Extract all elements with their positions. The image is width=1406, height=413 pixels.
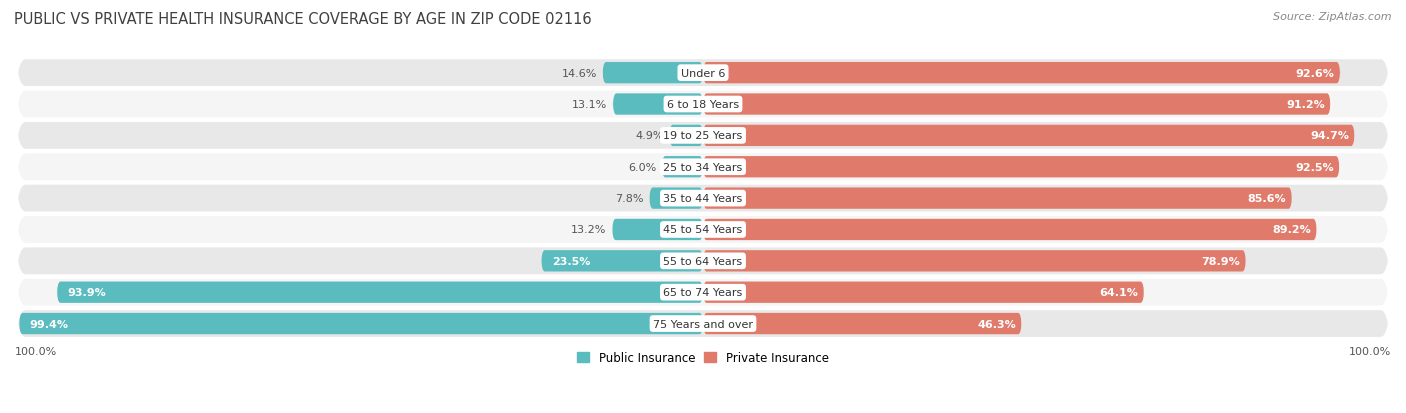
FancyBboxPatch shape bbox=[650, 188, 703, 209]
Text: PUBLIC VS PRIVATE HEALTH INSURANCE COVERAGE BY AGE IN ZIP CODE 02116: PUBLIC VS PRIVATE HEALTH INSURANCE COVER… bbox=[14, 12, 592, 27]
FancyBboxPatch shape bbox=[612, 219, 703, 240]
Text: 55 to 64 Years: 55 to 64 Years bbox=[664, 256, 742, 266]
FancyBboxPatch shape bbox=[15, 291, 1391, 356]
FancyBboxPatch shape bbox=[703, 251, 1246, 272]
FancyBboxPatch shape bbox=[703, 63, 1340, 84]
Text: Under 6: Under 6 bbox=[681, 69, 725, 78]
FancyBboxPatch shape bbox=[15, 41, 1391, 106]
FancyBboxPatch shape bbox=[703, 313, 1022, 335]
FancyBboxPatch shape bbox=[58, 282, 703, 303]
Text: 75 Years and over: 75 Years and over bbox=[652, 319, 754, 329]
FancyBboxPatch shape bbox=[703, 126, 1354, 147]
Text: Source: ZipAtlas.com: Source: ZipAtlas.com bbox=[1274, 12, 1392, 22]
Text: 7.8%: 7.8% bbox=[616, 194, 644, 204]
FancyBboxPatch shape bbox=[15, 197, 1391, 262]
Text: 35 to 44 Years: 35 to 44 Years bbox=[664, 194, 742, 204]
Text: 23.5%: 23.5% bbox=[551, 256, 591, 266]
Text: 99.4%: 99.4% bbox=[30, 319, 69, 329]
FancyBboxPatch shape bbox=[669, 126, 703, 147]
Text: 100.0%: 100.0% bbox=[15, 346, 58, 356]
Text: 46.3%: 46.3% bbox=[977, 319, 1017, 329]
Text: 92.5%: 92.5% bbox=[1295, 162, 1334, 172]
Text: 65 to 74 Years: 65 to 74 Years bbox=[664, 287, 742, 297]
FancyBboxPatch shape bbox=[703, 188, 1292, 209]
Text: 92.6%: 92.6% bbox=[1296, 69, 1334, 78]
Legend: Public Insurance, Private Insurance: Public Insurance, Private Insurance bbox=[572, 347, 834, 369]
Text: 14.6%: 14.6% bbox=[561, 69, 598, 78]
Text: 25 to 34 Years: 25 to 34 Years bbox=[664, 162, 742, 172]
FancyBboxPatch shape bbox=[15, 229, 1391, 294]
FancyBboxPatch shape bbox=[613, 94, 703, 115]
FancyBboxPatch shape bbox=[703, 219, 1316, 240]
FancyBboxPatch shape bbox=[15, 166, 1391, 231]
FancyBboxPatch shape bbox=[15, 260, 1391, 325]
FancyBboxPatch shape bbox=[15, 135, 1391, 200]
Text: 19 to 25 Years: 19 to 25 Years bbox=[664, 131, 742, 141]
FancyBboxPatch shape bbox=[662, 157, 703, 178]
Text: 91.2%: 91.2% bbox=[1286, 100, 1324, 110]
Text: 64.1%: 64.1% bbox=[1099, 287, 1139, 297]
Text: 6 to 18 Years: 6 to 18 Years bbox=[666, 100, 740, 110]
FancyBboxPatch shape bbox=[603, 63, 703, 84]
FancyBboxPatch shape bbox=[541, 251, 703, 272]
FancyBboxPatch shape bbox=[15, 104, 1391, 169]
Text: 4.9%: 4.9% bbox=[636, 131, 664, 141]
Text: 85.6%: 85.6% bbox=[1247, 194, 1286, 204]
FancyBboxPatch shape bbox=[20, 313, 703, 335]
Text: 93.9%: 93.9% bbox=[67, 287, 105, 297]
FancyBboxPatch shape bbox=[703, 282, 1144, 303]
Text: 94.7%: 94.7% bbox=[1310, 131, 1348, 141]
FancyBboxPatch shape bbox=[15, 72, 1391, 137]
Text: 13.2%: 13.2% bbox=[571, 225, 606, 235]
Text: 6.0%: 6.0% bbox=[628, 162, 657, 172]
Text: 78.9%: 78.9% bbox=[1202, 256, 1240, 266]
Text: 89.2%: 89.2% bbox=[1272, 225, 1312, 235]
FancyBboxPatch shape bbox=[703, 157, 1340, 178]
Text: 100.0%: 100.0% bbox=[1348, 346, 1391, 356]
Text: 13.1%: 13.1% bbox=[572, 100, 607, 110]
Text: 45 to 54 Years: 45 to 54 Years bbox=[664, 225, 742, 235]
FancyBboxPatch shape bbox=[703, 94, 1330, 115]
